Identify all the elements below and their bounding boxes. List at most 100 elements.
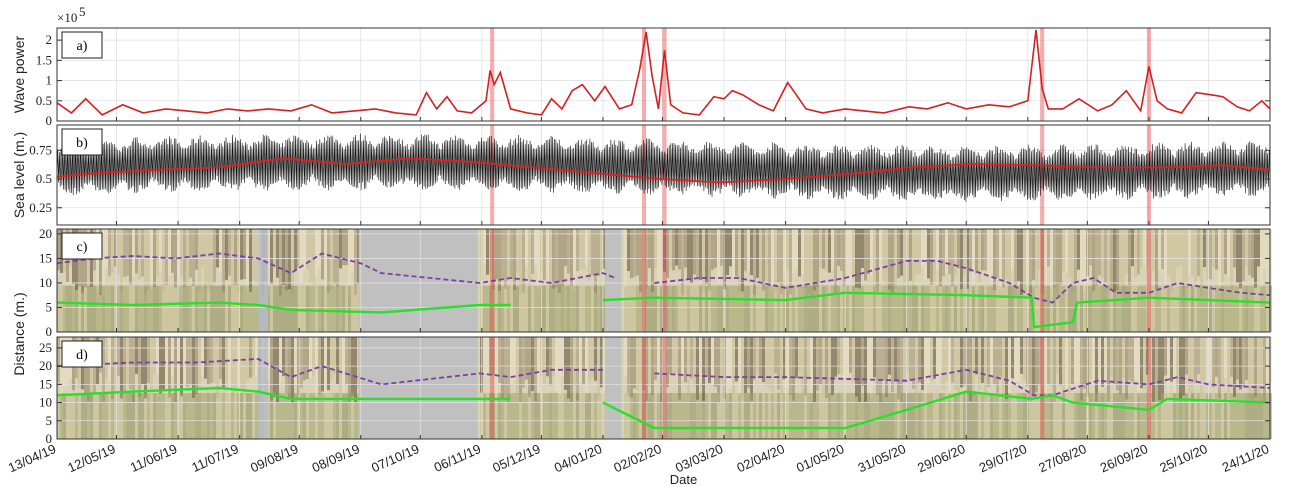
image-strip	[807, 337, 810, 380]
x-axis-label: Date	[670, 472, 697, 487]
image-strip	[102, 285, 105, 332]
image-strip	[333, 285, 336, 332]
image-strip	[627, 229, 630, 272]
image-strip	[270, 337, 273, 401]
image-strip	[534, 229, 537, 266]
image-strip	[1098, 229, 1101, 276]
image-strip	[600, 285, 603, 332]
image-strip	[1188, 229, 1191, 275]
image-strip	[255, 337, 258, 377]
image-strip	[981, 229, 984, 271]
image-strip	[861, 337, 864, 386]
image-strip	[102, 337, 105, 403]
image-strip	[216, 285, 219, 332]
image-strip	[1032, 393, 1035, 439]
image-strip	[1185, 285, 1188, 332]
image-strip	[93, 393, 96, 439]
image-strip	[1080, 393, 1083, 439]
image-strip	[732, 285, 735, 332]
image-strip	[885, 285, 888, 332]
image-strip	[714, 285, 717, 332]
image-strip	[234, 337, 237, 393]
image-strip	[198, 285, 201, 332]
image-strip	[933, 285, 936, 332]
image-strip	[759, 337, 762, 377]
image-strip	[918, 393, 921, 439]
image-strip	[846, 229, 849, 285]
image-strip	[654, 229, 657, 268]
image-strip	[957, 285, 960, 332]
image-strip	[831, 285, 834, 332]
image-strip	[294, 393, 297, 439]
image-strip	[1017, 229, 1020, 282]
image-strip	[72, 285, 75, 332]
image-strip	[903, 229, 906, 283]
image-strip	[834, 393, 837, 439]
image-strip	[147, 285, 150, 332]
image-strip	[297, 393, 300, 439]
image-strip	[567, 285, 570, 332]
image-strip	[705, 393, 708, 439]
image-strip	[855, 393, 858, 439]
image-strip	[348, 285, 351, 332]
image-strip	[921, 337, 924, 391]
image-strip	[1113, 393, 1116, 439]
image-strip	[303, 393, 306, 439]
image-strip	[654, 393, 657, 439]
image-strip	[1221, 337, 1224, 386]
image-strip	[168, 393, 171, 439]
image-strip	[1068, 337, 1071, 393]
image-strip	[978, 285, 981, 332]
image-strip	[897, 393, 900, 439]
image-strip	[645, 393, 648, 439]
image-strip	[648, 229, 651, 268]
image-strip	[747, 285, 750, 332]
image-strip	[690, 229, 693, 283]
image-strip	[933, 229, 936, 284]
image-strip	[888, 285, 891, 332]
image-strip	[678, 337, 681, 400]
image-strip	[1128, 337, 1131, 381]
image-strip	[276, 229, 279, 278]
image-strip	[492, 229, 495, 290]
image-strip	[1035, 337, 1038, 393]
image-strip	[774, 285, 777, 332]
image-strip	[1215, 337, 1218, 377]
image-strip	[948, 229, 951, 274]
image-strip	[684, 337, 687, 383]
image-strip	[570, 393, 573, 439]
image-strip	[1146, 229, 1149, 270]
image-strip	[1044, 229, 1047, 286]
image-strip	[198, 229, 201, 292]
image-strip	[1017, 393, 1020, 439]
image-strip	[1215, 285, 1218, 332]
image-strip	[708, 285, 711, 332]
image-strip	[498, 393, 501, 439]
x-tick-label: 26/09/20	[1098, 441, 1150, 475]
y-axis-label: Wave power	[11, 36, 27, 114]
image-strip	[504, 285, 507, 332]
image-strip	[1263, 393, 1266, 439]
image-strip	[492, 285, 495, 332]
image-strip	[900, 285, 903, 332]
image-strip	[897, 229, 900, 279]
image-strip	[147, 229, 150, 291]
image-strip	[669, 229, 672, 269]
image-strip	[1050, 229, 1053, 295]
image-strip	[708, 393, 711, 439]
image-strip	[216, 337, 219, 398]
image-strip	[114, 285, 117, 332]
image-strip	[1215, 229, 1218, 270]
panel-label: a)	[77, 39, 88, 54]
image-strip	[684, 393, 687, 439]
image-strip	[1158, 337, 1161, 401]
image-strip	[1098, 393, 1101, 439]
image-strip	[531, 285, 534, 332]
image-strip	[246, 229, 249, 293]
image-strip	[1032, 229, 1035, 281]
image-strip	[792, 393, 795, 439]
image-strip	[1194, 337, 1197, 383]
image-strip	[117, 393, 120, 439]
image-strip	[915, 393, 918, 439]
image-strip	[216, 229, 219, 268]
